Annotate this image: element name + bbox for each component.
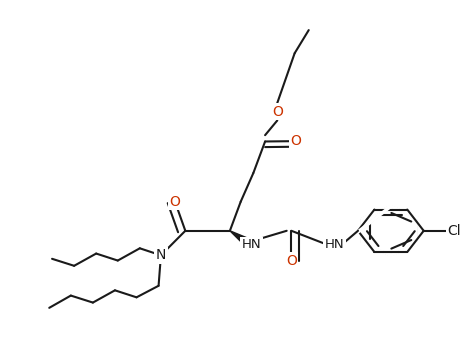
Text: O: O (286, 253, 297, 268)
Text: HN: HN (242, 238, 261, 251)
Text: O: O (291, 134, 302, 148)
Text: O: O (272, 105, 283, 119)
Text: N: N (156, 248, 166, 262)
Text: HN: HN (325, 238, 345, 251)
Text: O: O (169, 195, 180, 209)
Polygon shape (230, 231, 255, 248)
Text: Cl: Cl (447, 224, 461, 238)
